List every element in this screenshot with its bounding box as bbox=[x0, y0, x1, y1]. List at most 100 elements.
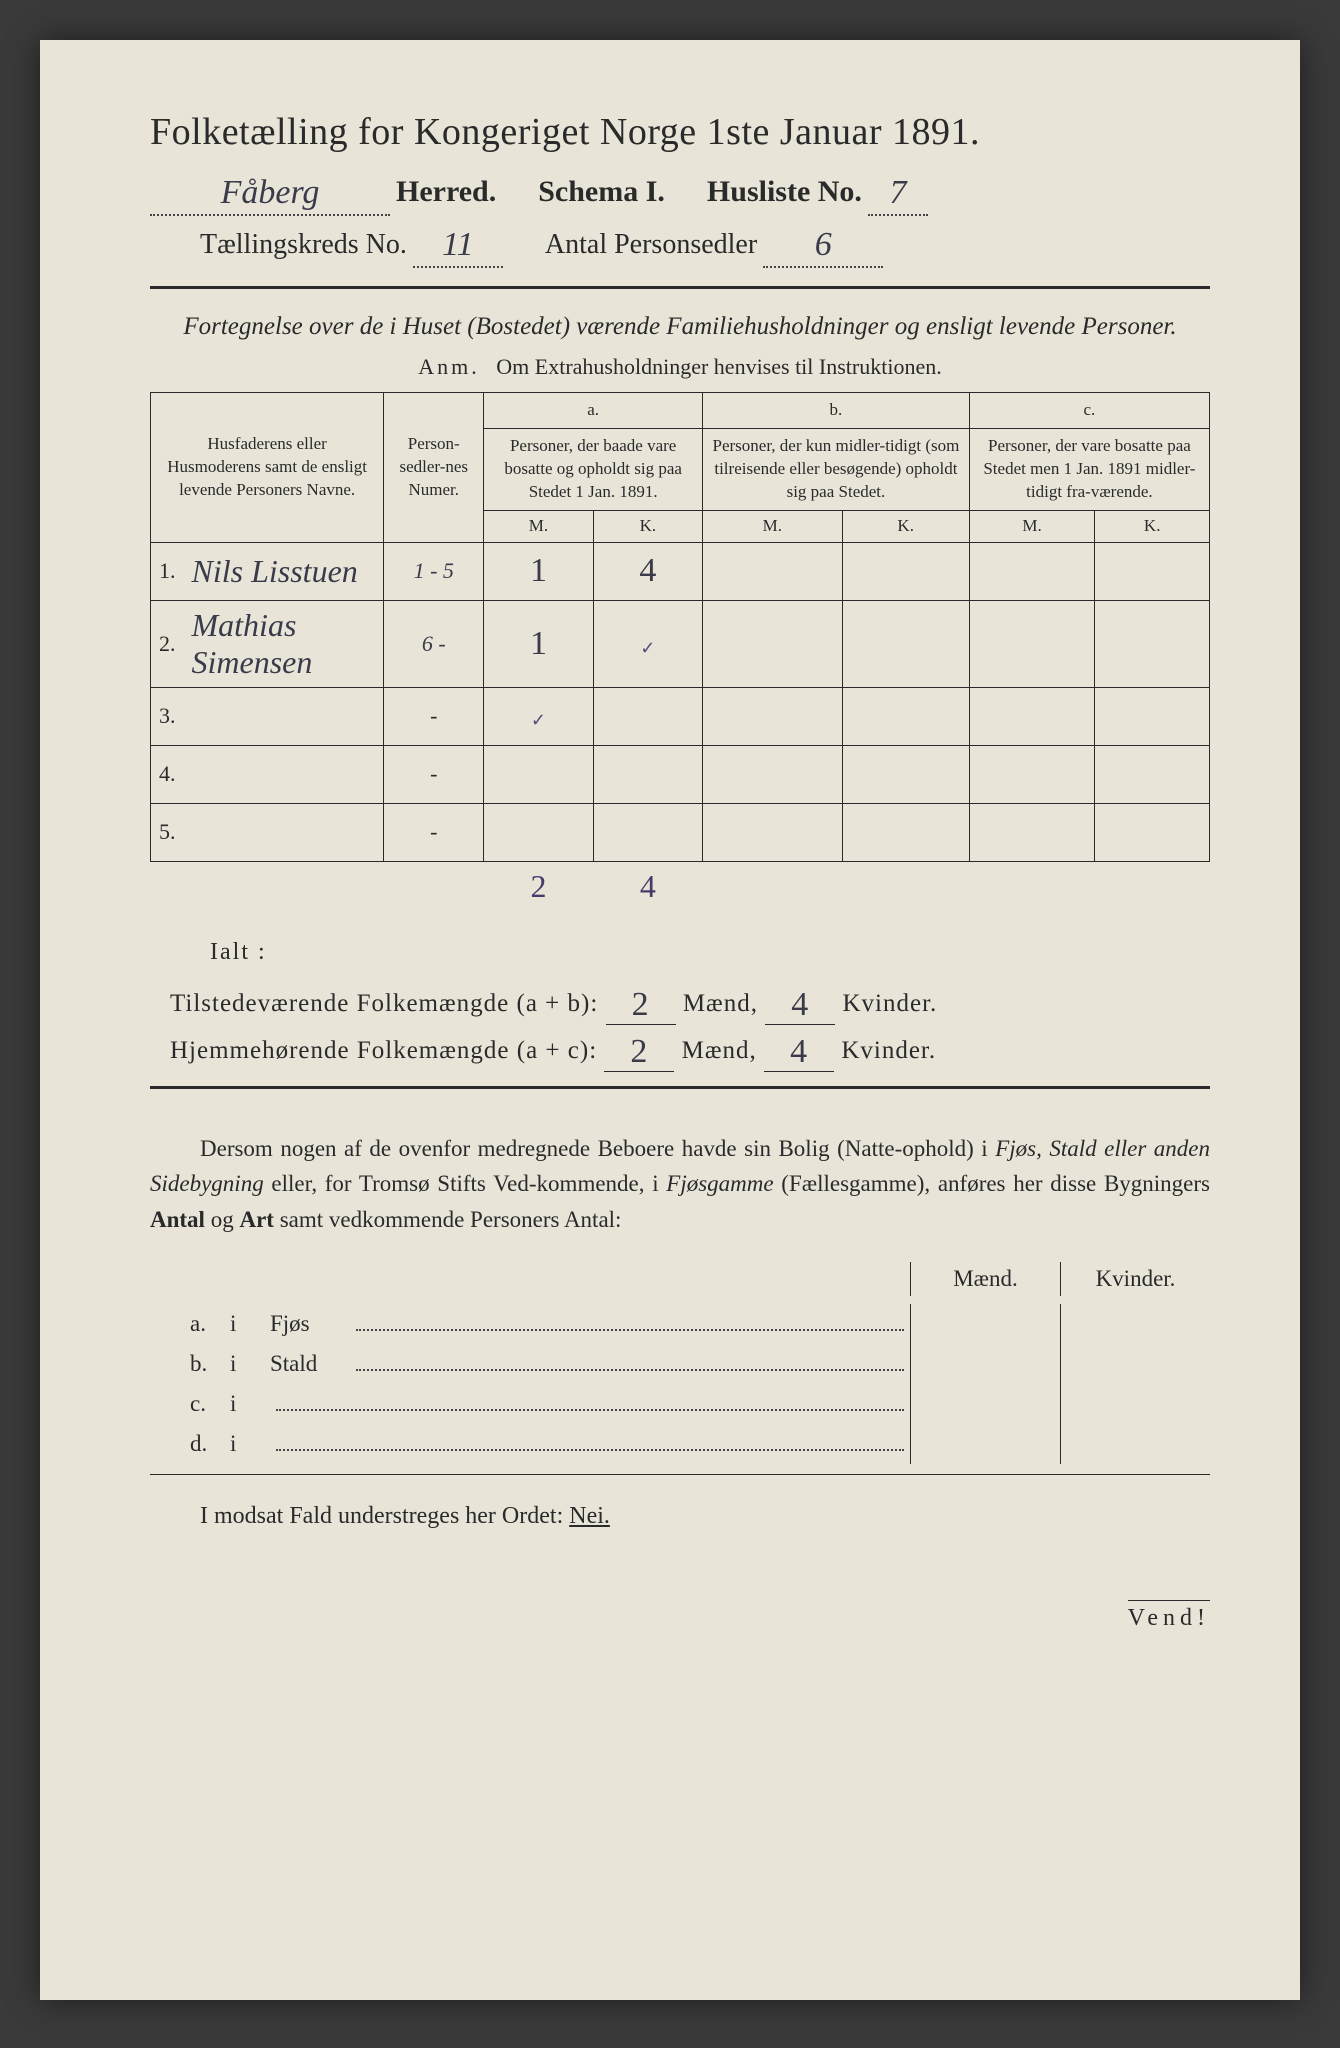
cell-b-k bbox=[842, 687, 969, 745]
pop2-k: 4 bbox=[764, 1033, 834, 1072]
pop-line-2: Hjemmehørende Folkemængde (a + c): 2 Mæn… bbox=[170, 1029, 1210, 1068]
pop1-k: 4 bbox=[765, 986, 835, 1025]
pop-line-1: Tilstedeværende Folkemængde (a + b): 2 M… bbox=[170, 982, 1210, 1021]
totals-row: 2 4 bbox=[151, 861, 1210, 911]
schema-label: Schema I. bbox=[538, 175, 665, 209]
bldg-letter: c. bbox=[190, 1391, 230, 1417]
total-a-m: 2 bbox=[484, 861, 593, 911]
herred-label: Herred. bbox=[396, 175, 496, 209]
row-num: 2. bbox=[151, 600, 184, 687]
row-numer: - bbox=[384, 745, 484, 803]
cell-b-k bbox=[842, 803, 969, 861]
row-numer: - bbox=[384, 687, 484, 745]
bldg-i: i bbox=[230, 1431, 270, 1457]
bldg-i: i bbox=[230, 1311, 270, 1337]
bldg-col-k: Kvinder. bbox=[1060, 1262, 1210, 1296]
table-body: 1. Nils Lisstuen 1 - 5 1 4 2. Mathias Si… bbox=[151, 542, 1210, 911]
anm-line: Anm. Om Extrahusholdninger henvises til … bbox=[150, 354, 1210, 380]
page-title: Folketælling for Kongeriget Norge 1ste J… bbox=[150, 110, 1210, 154]
row-name bbox=[184, 803, 384, 861]
bldg-col-m: Mænd. bbox=[910, 1262, 1060, 1296]
bldg-i: i bbox=[230, 1391, 270, 1417]
cell-b-k bbox=[842, 542, 969, 600]
bldg-i: i bbox=[230, 1351, 270, 1377]
table-row: 5. - bbox=[151, 803, 1210, 861]
bldg-row: a. i Fjøs bbox=[190, 1304, 1210, 1344]
anm-text: Om Extrahusholdninger henvises til Instr… bbox=[496, 354, 941, 379]
row-name bbox=[184, 745, 384, 803]
row-numer: - bbox=[384, 803, 484, 861]
header-row-1: Fåberg Herred. Schema I. Husliste No. 7 bbox=[150, 172, 1210, 214]
table-row: 3. - ✓ bbox=[151, 687, 1210, 745]
row-name: Mathias Simensen bbox=[184, 600, 384, 687]
pop1-label: Tilstedeværende Folkemængde (a + b): bbox=[170, 990, 598, 1017]
cell-c-m bbox=[969, 600, 1095, 687]
cell-c-k bbox=[1095, 745, 1210, 803]
bldg-row: c. i bbox=[190, 1384, 1210, 1424]
vend-label: Vend! bbox=[1128, 1600, 1210, 1632]
cell-a-m: ✓ bbox=[484, 687, 593, 745]
cell-a-k bbox=[593, 687, 702, 745]
bldg-letter: b. bbox=[190, 1351, 230, 1377]
nei-text: I modsat Fald understreges her Ordet: bbox=[200, 1503, 563, 1529]
cell-c-m bbox=[969, 745, 1095, 803]
row-name bbox=[184, 687, 384, 745]
bldg-letter: a. bbox=[190, 1311, 230, 1337]
row-name: Nils Lisstuen bbox=[184, 542, 384, 600]
pop1-klabel: Kvinder. bbox=[842, 990, 937, 1017]
bldg-row: d. i bbox=[190, 1424, 1210, 1464]
ialt-label: Ialt : bbox=[210, 939, 1210, 966]
row-num: 5. bbox=[151, 803, 184, 861]
a-m: M. bbox=[484, 510, 593, 542]
pop1-mlabel: Mænd, bbox=[683, 990, 758, 1017]
cell-b-k bbox=[842, 600, 969, 687]
header-row-2: Tællingskreds No. 11 Antal Personsedler … bbox=[200, 224, 1210, 266]
row-num: 4. bbox=[151, 745, 184, 803]
col-a-text: Personer, der baade vare bosatte og opho… bbox=[484, 428, 703, 510]
cell-a-m bbox=[484, 803, 593, 861]
total-a-k: 4 bbox=[593, 861, 702, 911]
cell-a-k bbox=[593, 745, 702, 803]
cell-b-m bbox=[703, 542, 843, 600]
cell-b-m bbox=[703, 745, 843, 803]
nei-line: I modsat Fald understreges her Ordet: Ne… bbox=[150, 1503, 1210, 1530]
nei-word: Nei. bbox=[569, 1503, 610, 1529]
col-names: Husfaderens eller Husmoderens samt de en… bbox=[151, 393, 384, 543]
pop2-klabel: Kvinder. bbox=[841, 1037, 936, 1064]
pop2-mlabel: Mænd, bbox=[682, 1037, 757, 1064]
cell-c-k bbox=[1095, 600, 1210, 687]
main-table: Husfaderens eller Husmoderens samt de en… bbox=[150, 392, 1210, 911]
pop2-m: 2 bbox=[604, 1033, 674, 1072]
divider bbox=[150, 286, 1210, 289]
b-m: M. bbox=[703, 510, 843, 542]
anm-label: Anm. bbox=[418, 354, 480, 379]
tick-mark: ✓ bbox=[531, 710, 546, 730]
cell-b-k bbox=[842, 745, 969, 803]
b-k: K. bbox=[842, 510, 969, 542]
cell-c-k bbox=[1095, 687, 1210, 745]
col-c-text: Personer, der vare bosatte paa Stedet me… bbox=[969, 428, 1209, 510]
row-num: 1. bbox=[151, 542, 184, 600]
divider bbox=[150, 1086, 1210, 1089]
kreds-value: 11 bbox=[413, 226, 503, 268]
census-form-page: Folketælling for Kongeriget Norge 1ste J… bbox=[40, 40, 1300, 2000]
antal-value: 6 bbox=[763, 226, 883, 268]
table-row: 2. Mathias Simensen 6 - 1 ✓ bbox=[151, 600, 1210, 687]
c-k: K. bbox=[1095, 510, 1210, 542]
kreds-label: Tællingskreds No. bbox=[200, 229, 407, 261]
cell-a-k: 4 bbox=[593, 542, 702, 600]
pop2-label: Hjemmehørende Folkemængde (a + c): bbox=[170, 1037, 597, 1064]
c-m: M. bbox=[969, 510, 1095, 542]
table-row: 4. - bbox=[151, 745, 1210, 803]
subtitle: Fortegnelse over de i Huset (Bostedet) v… bbox=[150, 309, 1210, 344]
row-numer: 1 - 5 bbox=[414, 558, 454, 583]
cell-c-k bbox=[1095, 542, 1210, 600]
husliste-label: Husliste No. bbox=[707, 175, 862, 209]
col-b-text: Personer, der kun midler-tidigt (som til… bbox=[703, 428, 970, 510]
cell-a-m: 1 bbox=[484, 600, 593, 687]
cell-a-m: 1 bbox=[484, 542, 593, 600]
cell-b-m bbox=[703, 803, 843, 861]
bldg-type: Fjøs bbox=[270, 1311, 350, 1337]
cell-b-m bbox=[703, 600, 843, 687]
husliste-value: 7 bbox=[868, 174, 928, 216]
